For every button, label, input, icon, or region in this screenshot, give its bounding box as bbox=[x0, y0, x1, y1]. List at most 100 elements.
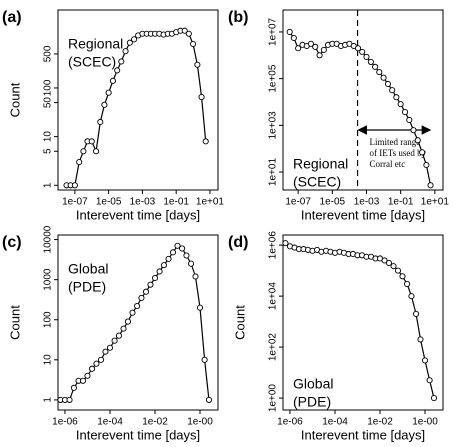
data-point bbox=[282, 240, 289, 247]
data-point bbox=[417, 336, 424, 343]
annotation: Corral etc bbox=[370, 159, 406, 169]
data-point bbox=[165, 255, 172, 262]
x-tick-label: 1e-02 bbox=[367, 417, 393, 428]
series-line bbox=[60, 244, 210, 401]
y-tick-label: 1e+05 bbox=[268, 64, 279, 93]
data-point bbox=[102, 348, 109, 355]
y-tick-label: 1e+07 bbox=[268, 17, 279, 46]
data-point bbox=[124, 318, 132, 325]
y-tick-label: 1e+04 bbox=[268, 282, 279, 311]
data-point bbox=[169, 249, 177, 256]
panel-note: Regional bbox=[68, 36, 123, 52]
data-point bbox=[192, 273, 199, 280]
x-tick-label: 1e-05 bbox=[96, 197, 122, 208]
data-point bbox=[419, 149, 426, 156]
data-point bbox=[71, 182, 78, 189]
x-axis-label: Interevent time [days] bbox=[301, 427, 425, 442]
data-point bbox=[196, 304, 204, 311]
x-tick-label: 1e-06 bbox=[52, 417, 78, 428]
x-tick-label: 1e-00 bbox=[412, 417, 438, 428]
data-point bbox=[190, 40, 197, 48]
y-axis-label: Count bbox=[7, 305, 22, 340]
panel-note: (PDE) bbox=[293, 394, 331, 410]
data-point bbox=[307, 40, 314, 47]
panel-label: (c) bbox=[2, 234, 22, 251]
data-point bbox=[80, 148, 87, 155]
data-point bbox=[106, 344, 114, 351]
y-tick-label: 1e+00 bbox=[268, 384, 279, 413]
x-tick-label: 1e-05 bbox=[320, 197, 346, 208]
panel-note: Global bbox=[293, 376, 333, 392]
y-tick-label: 1 bbox=[43, 397, 54, 403]
data-point bbox=[101, 101, 108, 108]
x-axis-label: Interevent time [days] bbox=[301, 207, 425, 222]
data-point bbox=[367, 58, 374, 65]
data-point bbox=[174, 242, 181, 249]
plot-frame bbox=[57, 9, 219, 191]
data-point bbox=[384, 80, 391, 88]
data-point bbox=[122, 48, 129, 55]
y-tick-label: 1000 bbox=[43, 268, 54, 291]
data-point bbox=[188, 260, 195, 267]
data-point bbox=[111, 337, 118, 344]
y-tick-label: 10 bbox=[43, 131, 54, 143]
x-tick-label: 1e+01 bbox=[196, 197, 225, 208]
y-axis-label: Count bbox=[7, 82, 22, 117]
data-point bbox=[414, 137, 421, 144]
data-point bbox=[413, 310, 420, 317]
data-point bbox=[84, 372, 91, 379]
data-point bbox=[179, 245, 186, 252]
data-point bbox=[363, 53, 370, 60]
panel-note: (PDE) bbox=[68, 279, 106, 295]
data-point bbox=[426, 377, 433, 384]
data-point bbox=[88, 138, 95, 145]
data-point bbox=[126, 39, 133, 46]
data-point bbox=[359, 48, 366, 55]
data-point bbox=[138, 294, 145, 301]
x-tick-label: 1e-01 bbox=[163, 197, 189, 208]
data-point bbox=[183, 252, 190, 259]
data-point bbox=[93, 360, 100, 367]
data-point bbox=[390, 263, 397, 270]
data-point bbox=[118, 58, 125, 65]
data-point bbox=[430, 395, 438, 402]
data-point bbox=[410, 127, 417, 134]
data-point bbox=[89, 365, 96, 372]
data-point bbox=[66, 396, 73, 403]
data-point bbox=[198, 94, 205, 101]
data-point bbox=[421, 357, 429, 364]
data-point bbox=[312, 43, 319, 50]
data-point bbox=[97, 356, 105, 363]
x-tick-label: 1e-04 bbox=[322, 417, 348, 428]
data-point bbox=[105, 89, 112, 96]
x-tick-label: 1e-04 bbox=[97, 417, 123, 428]
x-tick-label: 1e-07 bbox=[285, 197, 311, 208]
plot-frame bbox=[282, 234, 444, 411]
data-point bbox=[114, 67, 121, 74]
x-tick-label: 1e-06 bbox=[277, 417, 303, 428]
panel-note: Regional bbox=[293, 156, 348, 172]
data-point bbox=[376, 69, 383, 76]
data-point bbox=[109, 77, 117, 84]
data-point bbox=[290, 34, 297, 42]
x-tick-label: 1e-00 bbox=[187, 417, 213, 428]
data-point bbox=[156, 268, 163, 275]
data-point bbox=[380, 74, 387, 81]
panel-note: (SCEC) bbox=[293, 174, 341, 190]
data-point bbox=[131, 36, 138, 43]
data-point bbox=[397, 101, 404, 108]
x-axis-label: Interevent time [days] bbox=[76, 207, 200, 222]
data-point bbox=[423, 161, 430, 169]
data-point bbox=[401, 109, 409, 116]
data-point bbox=[320, 46, 327, 53]
data-point bbox=[295, 45, 302, 52]
y-tick-label: 1e+02 bbox=[268, 333, 279, 362]
data-point bbox=[406, 116, 413, 124]
data-point bbox=[151, 274, 159, 282]
data-point bbox=[202, 138, 209, 145]
data-point bbox=[427, 182, 434, 189]
annotation: Limited range bbox=[370, 137, 421, 147]
panel-label: (d) bbox=[228, 234, 248, 251]
y-tick-label: 5 bbox=[43, 148, 54, 154]
y-axis-label: Count bbox=[232, 305, 247, 340]
